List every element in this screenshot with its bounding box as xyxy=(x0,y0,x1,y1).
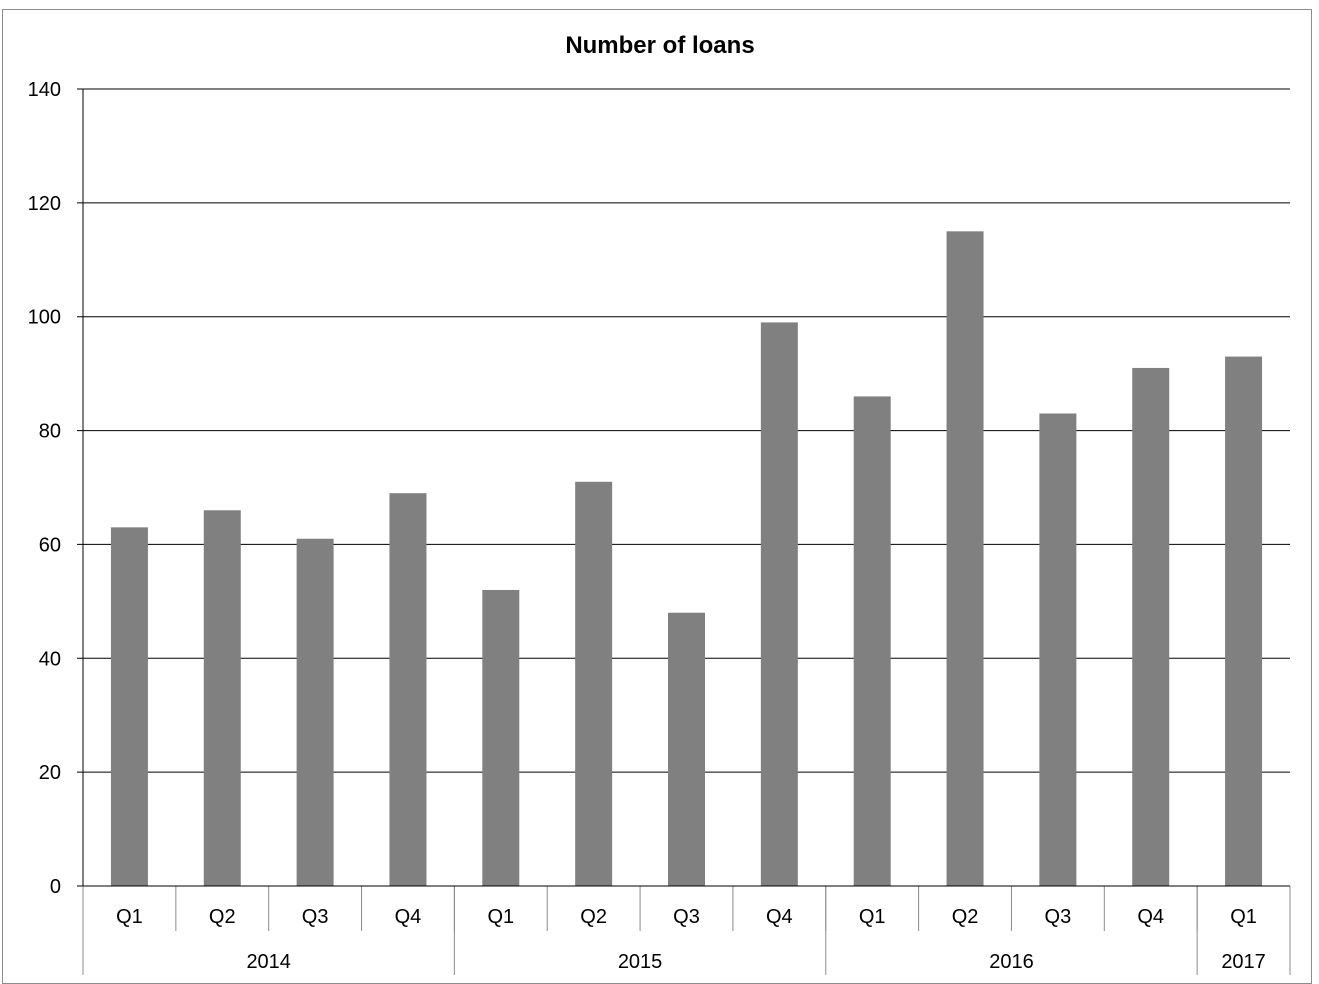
chart-title: Number of loans xyxy=(565,32,754,59)
x-tick-label: Q2 xyxy=(209,906,236,928)
x-tick-label: Q1 xyxy=(116,906,143,928)
y-tick-label: 20 xyxy=(39,762,61,784)
bar xyxy=(482,589,520,886)
y-tick-label: 0 xyxy=(50,876,61,898)
x-tick-label: Q1 xyxy=(1230,906,1257,928)
x-tick-label: Q1 xyxy=(859,906,886,928)
bar xyxy=(296,538,334,886)
group-label: 2014 xyxy=(246,951,291,973)
y-tick-label: 40 xyxy=(39,648,61,670)
bars xyxy=(110,231,1263,887)
bar xyxy=(389,493,427,886)
x-tick-label: Q4 xyxy=(1137,906,1164,928)
x-tick-label: Q4 xyxy=(766,906,793,928)
x-tick-label: Q2 xyxy=(580,906,607,928)
bar xyxy=(1039,413,1077,886)
x-tick-label: Q3 xyxy=(673,906,700,928)
group-label: 2016 xyxy=(989,951,1034,973)
y-axis: 0 20 40 60 80 100 120 140 xyxy=(28,79,84,898)
y-tick-label: 140 xyxy=(28,79,61,101)
group-label: 2017 xyxy=(1221,951,1266,973)
bar xyxy=(575,481,613,886)
x-tick-label: Q3 xyxy=(1045,906,1072,928)
group-label: 2015 xyxy=(618,951,663,973)
bar xyxy=(110,527,148,886)
y-tick-label: 60 xyxy=(39,534,61,556)
x-tick-label: Q3 xyxy=(302,906,329,928)
bar xyxy=(946,231,984,887)
y-tick-label: 80 xyxy=(39,421,61,443)
x-tick-label: Q4 xyxy=(395,906,422,928)
bar xyxy=(1132,367,1170,886)
bar xyxy=(1225,356,1263,886)
x-tick-label: Q2 xyxy=(952,906,979,928)
bar xyxy=(668,612,705,886)
x-axis: Q1 Q2 Q3 Q4 Q1 Q2 Q3 Q4 Q1 Q2 Q3 Q4 Q1 2014 2015 2016 20… xyxy=(82,885,1291,975)
bar xyxy=(853,396,891,886)
bar xyxy=(203,510,241,886)
y-tick-label: 120 xyxy=(28,193,61,215)
x-tick-label: Q1 xyxy=(487,906,514,928)
bar xyxy=(760,322,798,887)
y-tick-label: 100 xyxy=(28,307,61,329)
